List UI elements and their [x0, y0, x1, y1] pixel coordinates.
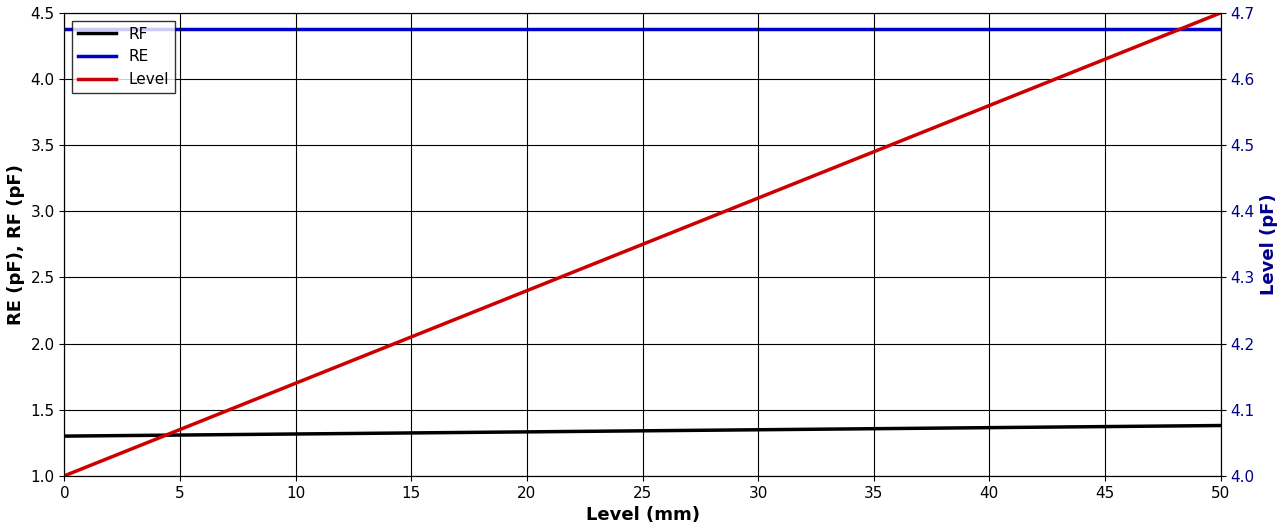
X-axis label: Level (mm): Level (mm)	[586, 506, 699, 524]
Y-axis label: Level (pF): Level (pF)	[1261, 193, 1279, 295]
Legend: RF, RE, Level: RF, RE, Level	[72, 21, 175, 93]
Y-axis label: RE (pF), RF (pF): RE (pF), RF (pF)	[6, 164, 24, 325]
